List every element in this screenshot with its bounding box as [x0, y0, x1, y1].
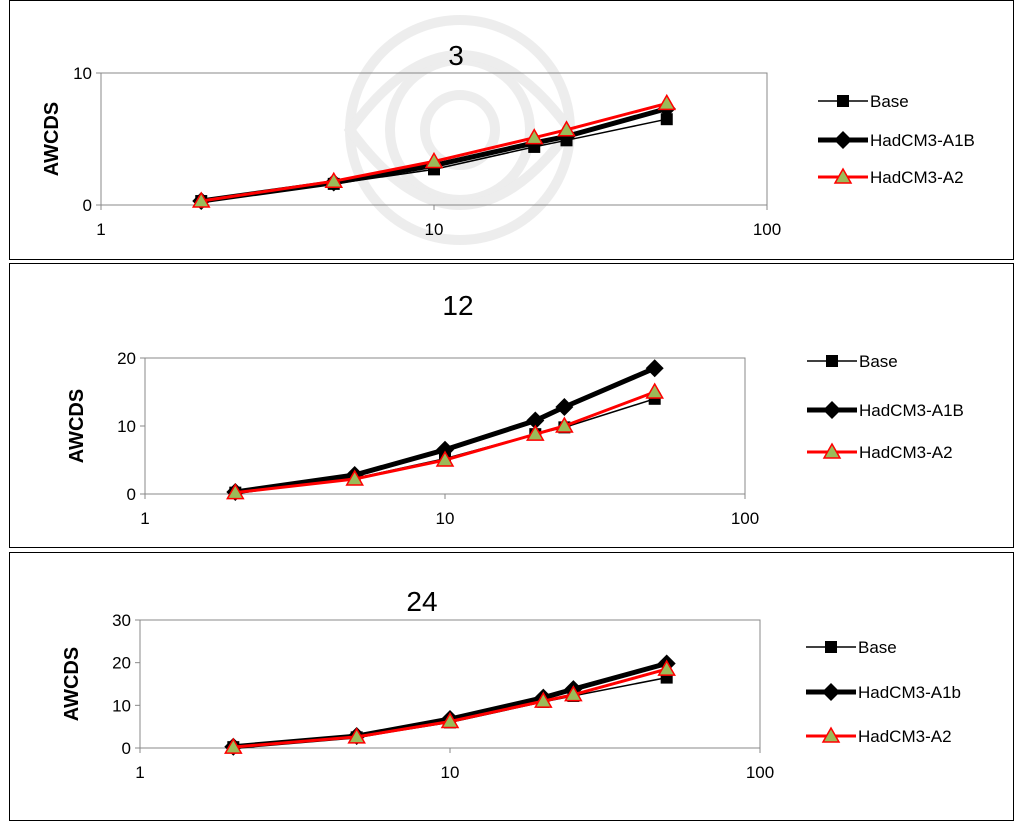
legend-marker	[822, 683, 840, 701]
data-point	[435, 450, 455, 467]
legend-label: HadCM3-A1b	[858, 683, 961, 702]
legend-entry: HadCM3-A2	[818, 167, 964, 187]
y-tick-label: 10	[73, 64, 92, 83]
series-line	[233, 661, 668, 750]
data-point	[555, 416, 574, 433]
series-HadCM3-A1B	[226, 359, 664, 501]
series-HadCM3-A2	[224, 659, 676, 754]
chart-title: 24	[406, 586, 437, 617]
x-tick-label: 10	[425, 220, 444, 239]
legend-entry: Base	[806, 638, 897, 657]
y-tick-label: 10	[117, 417, 136, 436]
legend-label: HadCM3-A2	[870, 168, 964, 187]
series-line	[233, 667, 668, 749]
y-axis-label: AWCDS	[41, 102, 63, 176]
series-HadCM3-A2	[191, 93, 677, 208]
series-line	[235, 390, 656, 495]
y-tick-label: 20	[117, 349, 136, 368]
data-point	[557, 120, 576, 137]
y-axis-label: AWCDS	[66, 389, 88, 463]
legend-entry: HadCM3-A2	[807, 442, 953, 462]
legend-label: Base	[870, 92, 909, 111]
y-tick-label: 0	[83, 196, 92, 215]
data-point	[436, 440, 454, 459]
data-point	[555, 397, 574, 416]
data-point	[224, 737, 243, 754]
legend-entry: HadCM3-A1B	[807, 401, 964, 420]
legend-marker	[822, 442, 842, 459]
legend-entry: Base	[818, 92, 909, 111]
data-point	[440, 712, 460, 729]
plot-area	[144, 357, 746, 495]
y-tick-label: 0	[127, 485, 136, 504]
y-tick-label: 30	[112, 611, 131, 630]
plot-area	[100, 72, 768, 206]
x-tick-label: 1	[96, 220, 105, 239]
plot-area	[139, 619, 761, 749]
legend-entry: HadCM3-A1b	[806, 683, 961, 702]
legend-label: Base	[859, 352, 898, 371]
series-HadCM3-A1b	[224, 654, 676, 756]
data-point	[645, 382, 664, 399]
legend-entry: HadCM3-A1B	[818, 131, 975, 150]
legend-label: HadCM3-A2	[859, 443, 953, 462]
legend-label: Base	[858, 638, 897, 657]
data-point	[526, 411, 545, 430]
chart-panel-1: 3 AWCDS 0 10 1 10 100 Base HadCM3-A1B HadCM3-A2	[9, 0, 1014, 260]
x-tick-label: 100	[746, 763, 774, 782]
x-tick-label: 100	[753, 220, 781, 239]
data-point	[345, 469, 364, 486]
legend-label: HadCM3-A1B	[870, 131, 975, 150]
legend-marker	[837, 95, 849, 107]
chart-1-svg: 3 AWCDS 0 10 1 10 100 Base HadCM3-A1B HadCM3-A2	[41, 40, 975, 239]
chart-3-svg: 24 AWCDS 0 10 20 30 1 10 100 Base HadCM3-A1b HadCM3…	[61, 586, 961, 782]
data-point	[564, 685, 583, 702]
series-line	[200, 101, 668, 203]
y-tick-label: 20	[112, 654, 131, 673]
chart-title: 12	[442, 290, 473, 321]
legend-marker	[833, 167, 853, 184]
y-tick-label: 0	[122, 739, 131, 758]
data-point	[660, 113, 673, 126]
data-point	[324, 171, 344, 188]
legend-label: HadCM3-A1B	[859, 401, 964, 420]
chart-panel-2: 12 AWCDS 0 10 20 1 10 100 Base HadCM3-A1B HadCM3-A…	[9, 263, 1014, 548]
data-point	[534, 691, 553, 708]
data-point	[226, 483, 245, 500]
data-point	[657, 659, 676, 676]
legend-marker	[825, 641, 837, 653]
chart-2-svg: 12 AWCDS 0 10 20 1 10 100 Base HadCM3-A1B HadCM3-A…	[66, 290, 964, 528]
x-tick-label: 10	[436, 509, 455, 528]
x-tick-label: 1	[140, 509, 149, 528]
chart-panel-3: 24 AWCDS 0 10 20 30 1 10 100 Base HadCM3-A1b HadCM3…	[9, 552, 1014, 821]
series-line	[234, 365, 656, 495]
x-tick-label: 10	[441, 763, 460, 782]
data-point	[524, 128, 544, 145]
series-HadCM3-A2	[226, 382, 664, 500]
legend-entry: HadCM3-A2	[806, 726, 952, 746]
data-point	[526, 424, 545, 441]
data-point	[347, 727, 366, 744]
data-point	[424, 151, 444, 169]
data-point	[191, 191, 211, 208]
x-tick-label: 100	[731, 509, 759, 528]
legend-marker	[823, 401, 841, 419]
legend-marker	[826, 355, 838, 367]
data-point	[645, 359, 664, 378]
x-tick-label: 1	[135, 763, 144, 782]
y-tick-label: 10	[112, 696, 131, 715]
legend-marker	[821, 726, 841, 743]
y-axis-label: AWCDS	[61, 647, 83, 721]
legend-label: HadCM3-A2	[858, 727, 952, 746]
legend-marker	[834, 131, 852, 149]
data-point	[657, 93, 677, 111]
chart-title: 3	[448, 40, 464, 71]
legend-entry: Base	[807, 352, 898, 371]
